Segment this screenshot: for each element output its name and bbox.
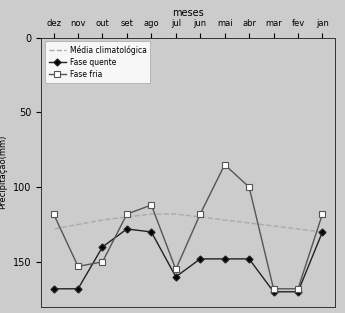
Média climatológica: [149, 212, 154, 216]
Fase quente: [100, 245, 105, 249]
Fase quente: [223, 257, 227, 261]
Média climatológica: [223, 218, 227, 222]
Média climatológica: [272, 224, 276, 228]
Média climatológica: [76, 223, 80, 226]
Fase fria: [125, 212, 129, 216]
Fase fria: [223, 163, 227, 167]
Fase fria: [100, 260, 105, 264]
Média climatológica: [321, 230, 325, 234]
Fase quente: [149, 230, 154, 234]
Média climatológica: [51, 227, 56, 231]
Fase fria: [149, 203, 154, 207]
Fase fria: [272, 287, 276, 291]
Média climatológica: [247, 221, 251, 225]
Fase fria: [321, 212, 325, 216]
Média climatológica: [296, 227, 300, 231]
Line: Fase fria: Fase fria: [51, 162, 325, 292]
Fase quente: [247, 257, 251, 261]
Fase fria: [76, 264, 80, 268]
Fase fria: [247, 185, 251, 189]
Line: Média climatológica: Média climatológica: [53, 214, 323, 232]
Fase quente: [296, 290, 300, 294]
Y-axis label: Precipitação(mm): Precipitação(mm): [0, 135, 8, 209]
Média climatológica: [100, 218, 105, 222]
Média climatológica: [174, 212, 178, 216]
Média climatológica: [198, 215, 202, 219]
Fase quente: [321, 230, 325, 234]
Fase quente: [198, 257, 202, 261]
Média climatológica: [125, 215, 129, 219]
Fase quente: [125, 227, 129, 231]
Legend: Média climatológica, Fase quente, Fase fria: Média climatológica, Fase quente, Fase f…: [45, 41, 150, 83]
Fase fria: [51, 212, 56, 216]
Fase fria: [198, 212, 202, 216]
Fase quente: [272, 290, 276, 294]
Fase quente: [51, 287, 56, 291]
Fase fria: [296, 287, 300, 291]
Fase fria: [174, 268, 178, 271]
Fase quente: [76, 287, 80, 291]
Line: Fase quente: Fase quente: [51, 227, 325, 294]
Fase quente: [174, 275, 178, 279]
X-axis label: meses: meses: [172, 8, 204, 18]
